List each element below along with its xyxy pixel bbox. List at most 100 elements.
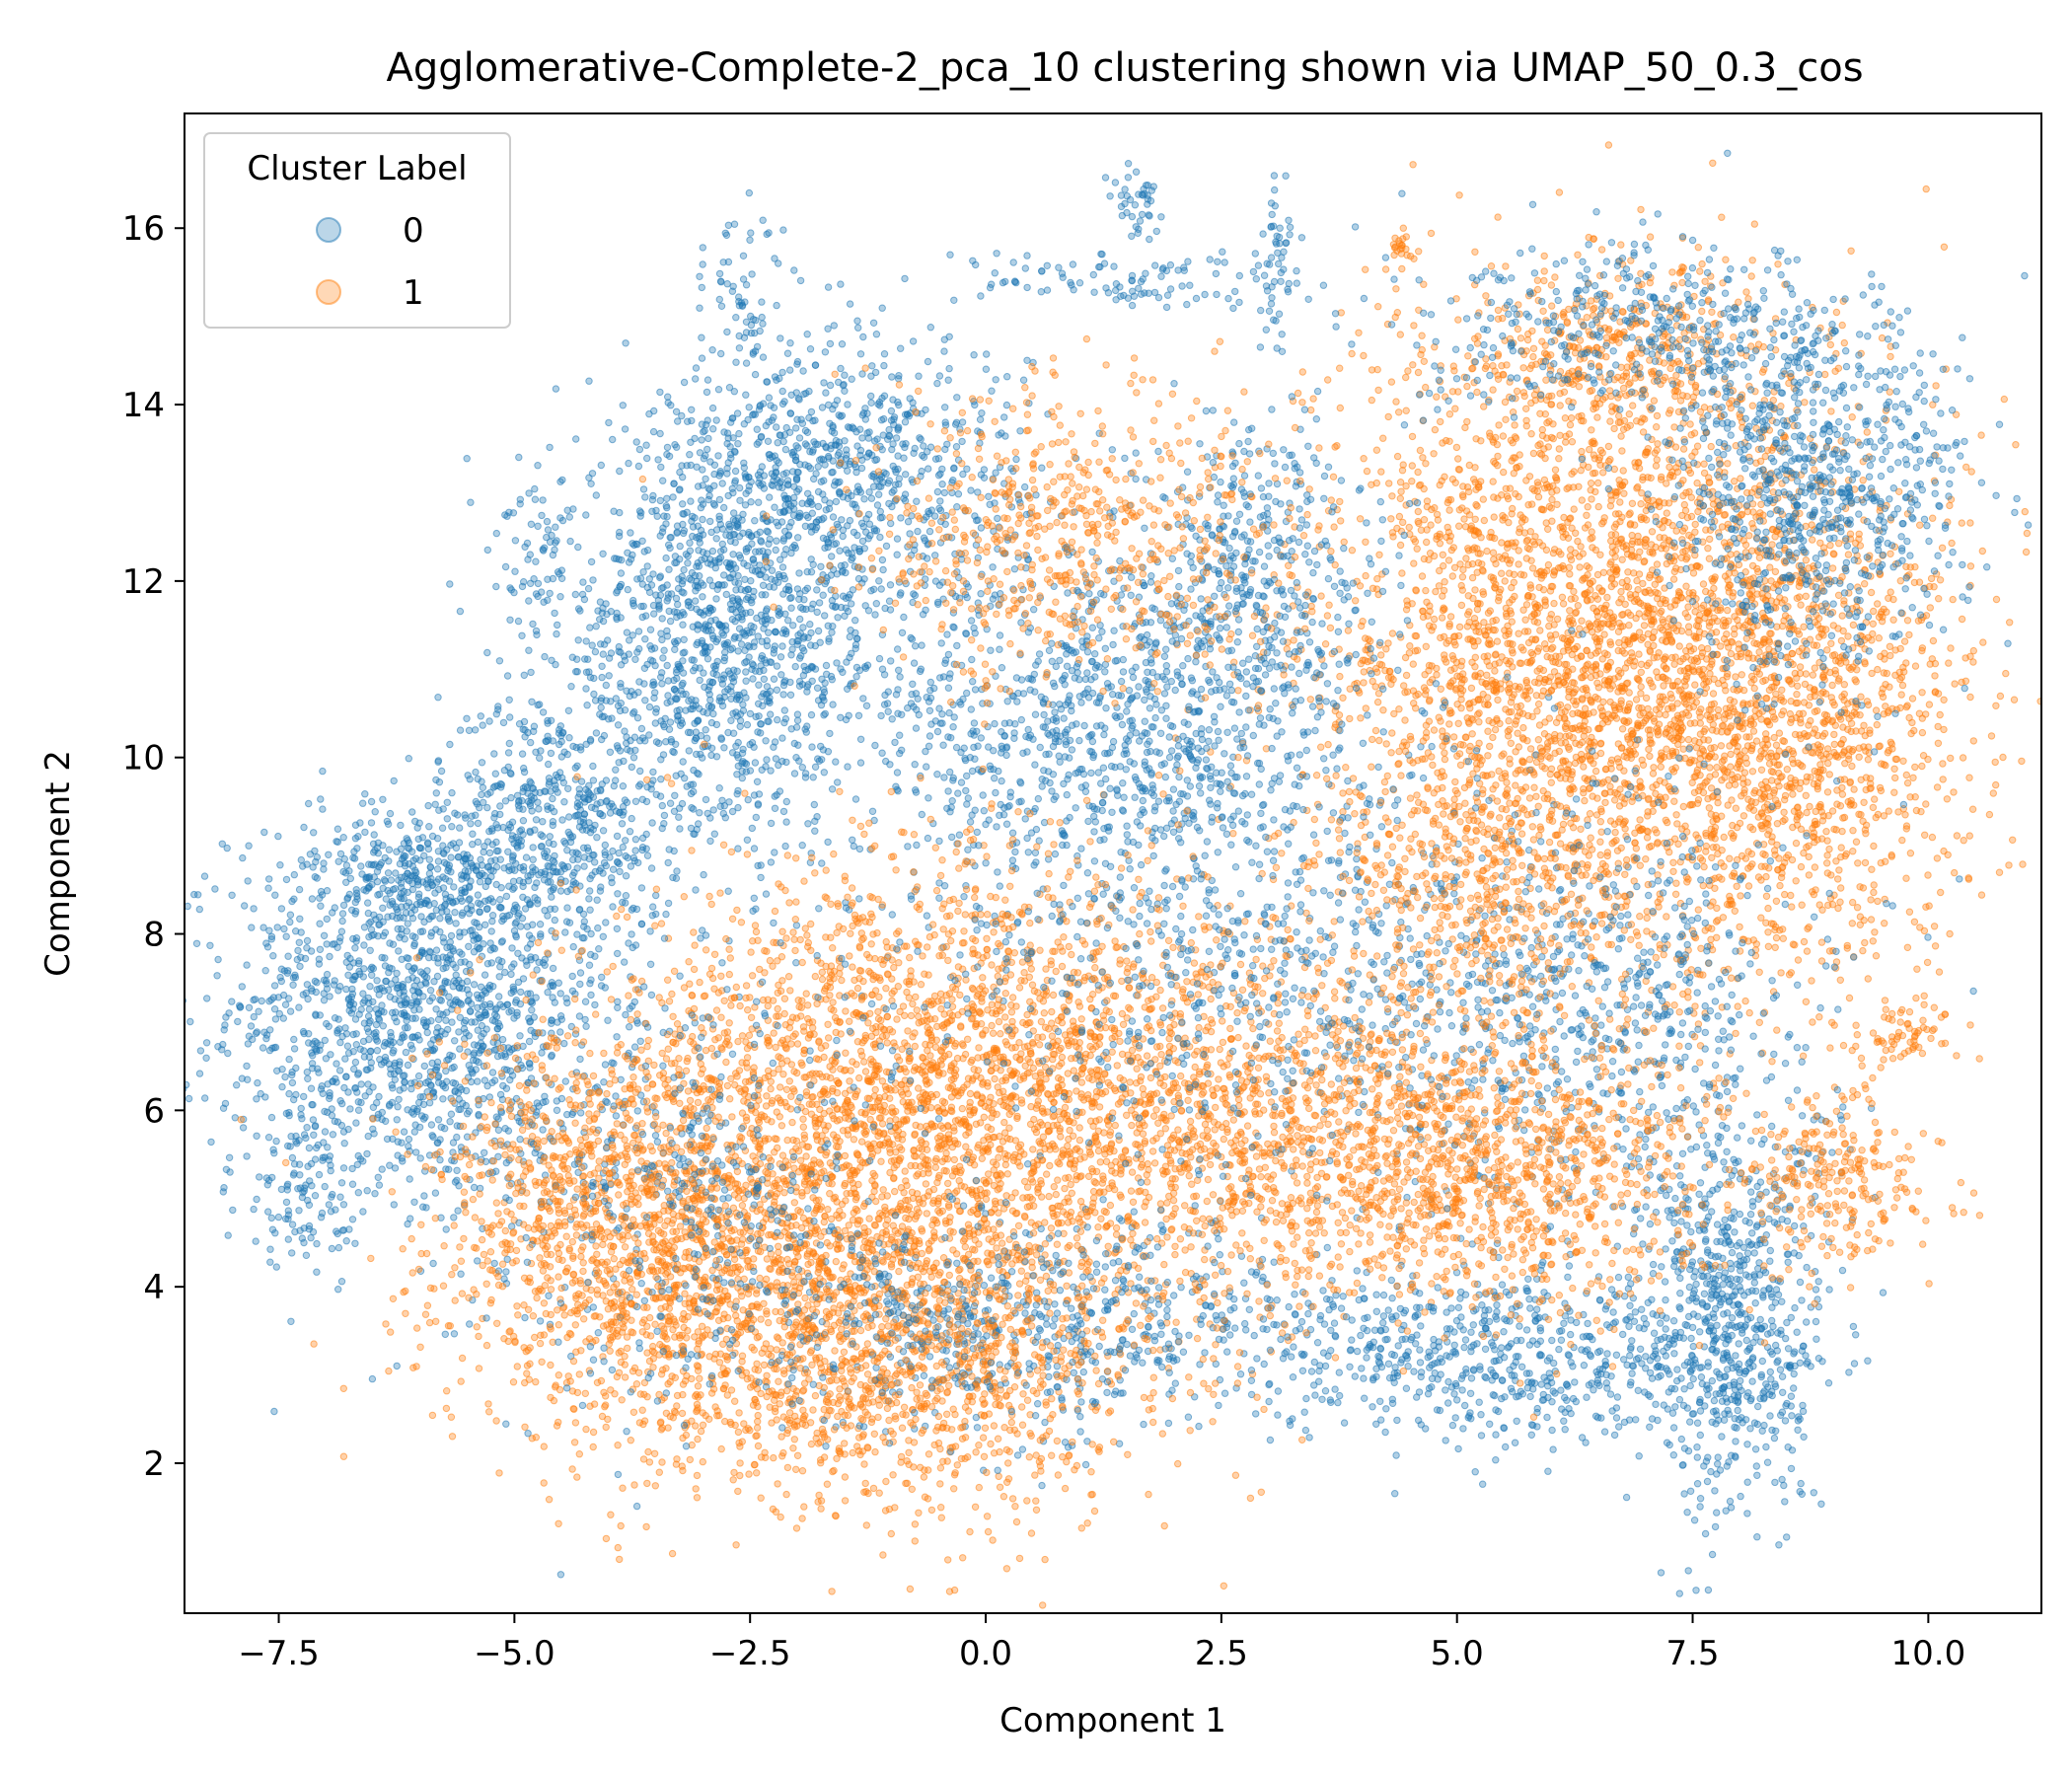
point-cluster-0	[548, 750, 554, 756]
point-cluster-0	[580, 579, 586, 585]
point-cluster-0	[449, 1006, 455, 1012]
point-cluster-0	[524, 945, 530, 951]
point-cluster-0	[426, 870, 432, 876]
point-cluster-1	[1616, 600, 1622, 606]
point-cluster-1	[1409, 463, 1415, 469]
point-cluster-0	[281, 925, 287, 931]
point-cluster-0	[249, 925, 255, 930]
point-cluster-1	[1585, 661, 1591, 667]
point-cluster-0	[489, 919, 495, 925]
point-cluster-0	[744, 721, 750, 727]
point-cluster-0	[623, 900, 629, 906]
point-cluster-0	[493, 839, 499, 845]
point-cluster-1	[1680, 803, 1686, 809]
point-cluster-1	[1337, 498, 1343, 504]
point-cluster-0	[558, 754, 564, 760]
point-cluster-1	[1391, 710, 1397, 716]
point-cluster-0	[505, 764, 511, 770]
point-cluster-0	[266, 1047, 272, 1053]
point-cluster-0	[263, 1032, 269, 1038]
point-cluster-0	[625, 586, 630, 592]
point-cluster-0	[520, 976, 526, 982]
point-cluster-1	[1669, 705, 1675, 711]
point-cluster-0	[528, 669, 534, 675]
point-cluster-0	[602, 842, 608, 848]
point-cluster-1	[1403, 407, 1409, 413]
point-cluster-1	[1679, 512, 1685, 518]
point-cluster-0	[759, 767, 765, 773]
point-cluster-0	[417, 1155, 423, 1161]
point-cluster-0	[623, 1011, 629, 1017]
point-cluster-0	[640, 569, 646, 575]
point-cluster-0	[477, 879, 482, 885]
point-cluster-1	[1636, 571, 1642, 577]
point-cluster-0	[551, 841, 556, 847]
point-cluster-0	[602, 985, 608, 991]
point-cluster-0	[440, 965, 446, 971]
point-cluster-0	[488, 960, 494, 966]
point-cluster-1	[1445, 557, 1451, 563]
point-cluster-1	[1536, 832, 1542, 838]
point-cluster-0	[543, 788, 549, 794]
point-cluster-0	[350, 1049, 356, 1055]
point-cluster-1	[1333, 773, 1339, 778]
point-cluster-1	[1710, 818, 1716, 824]
point-cluster-0	[367, 984, 373, 990]
point-cluster-0	[349, 1217, 355, 1222]
point-cluster-1	[1793, 840, 1799, 846]
point-cluster-1	[1967, 563, 1973, 569]
point-cluster-1	[1523, 677, 1529, 683]
point-cluster-0	[614, 833, 620, 839]
point-cluster-1	[1349, 548, 1355, 554]
point-cluster-1	[1636, 651, 1642, 657]
point-cluster-0	[469, 927, 475, 933]
point-cluster-0	[809, 744, 815, 750]
point-cluster-1	[1933, 383, 1939, 389]
point-cluster-0	[557, 888, 563, 894]
point-cluster-0	[465, 999, 471, 1004]
point-cluster-0	[424, 1029, 430, 1035]
point-cluster-1	[1557, 432, 1563, 438]
point-cluster-0	[532, 789, 538, 795]
point-cluster-1	[1708, 785, 1714, 791]
point-cluster-0	[519, 916, 525, 922]
point-cluster-0	[457, 1000, 463, 1006]
point-cluster-0	[586, 782, 592, 788]
point-cluster-0	[643, 442, 649, 448]
point-cluster-1	[1420, 455, 1426, 461]
point-cluster-1	[1993, 781, 1999, 787]
point-cluster-1	[1369, 764, 1374, 770]
point-cluster-0	[411, 942, 417, 948]
point-cluster-0	[599, 713, 605, 719]
point-cluster-1	[1447, 614, 1453, 620]
point-cluster-0	[350, 1001, 356, 1007]
point-cluster-0	[791, 771, 797, 777]
point-cluster-1	[1459, 658, 1465, 664]
point-cluster-0	[587, 625, 593, 630]
point-cluster-1	[1564, 485, 1570, 491]
point-cluster-0	[386, 1061, 392, 1067]
point-cluster-0	[553, 786, 558, 792]
point-cluster-0	[557, 1029, 563, 1035]
point-cluster-0	[438, 1028, 444, 1034]
point-cluster-1	[1593, 934, 1599, 940]
point-cluster-0	[550, 857, 555, 863]
point-cluster-1	[1468, 685, 1474, 691]
point-cluster-1	[1401, 683, 1407, 689]
point-cluster-1	[1417, 447, 1423, 453]
point-cluster-0	[296, 886, 302, 892]
point-cluster-1	[1725, 461, 1731, 467]
point-cluster-0	[350, 1031, 356, 1037]
point-cluster-1	[1427, 697, 1433, 703]
point-cluster-1	[1650, 771, 1656, 777]
point-cluster-0	[315, 1066, 321, 1072]
point-cluster-0	[185, 1095, 191, 1101]
point-cluster-1	[1922, 832, 1928, 838]
point-cluster-0	[588, 792, 594, 798]
point-cluster-0	[240, 1125, 246, 1131]
point-cluster-0	[529, 935, 535, 941]
point-cluster-0	[840, 669, 846, 675]
point-cluster-0	[326, 1023, 332, 1029]
point-cluster-0	[622, 426, 628, 432]
point-cluster-0	[278, 978, 284, 984]
